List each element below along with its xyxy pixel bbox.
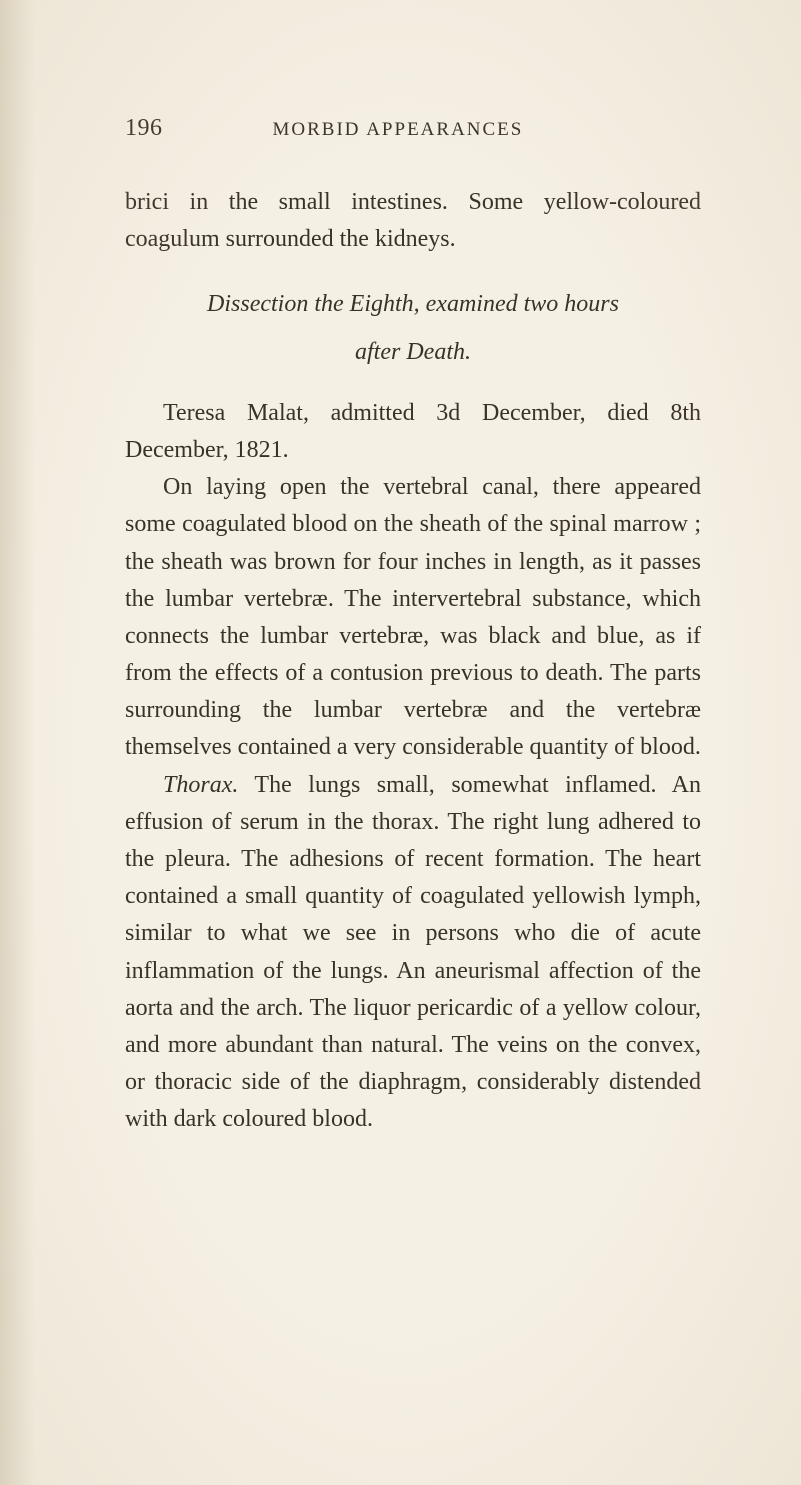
section-title-line1: Dissection the Eighth, examined two hour… <box>125 286 701 323</box>
page-header: 196 MORBID APPEARANCES <box>125 115 701 142</box>
page-content: 196 MORBID APPEARANCES brici in the smal… <box>0 0 801 1219</box>
paragraph-3-body: The lungs small, somewhat inflamed. An e… <box>125 772 701 1133</box>
body-text: brici in the small intestines. Some yell… <box>125 184 701 1139</box>
thorax-label: Thorax. <box>163 772 238 798</box>
paragraph-1: Teresa Malat, admitted 3d December, died… <box>125 395 701 469</box>
running-title: MORBID APPEARANCES <box>273 119 524 141</box>
paragraph-continuation: brici in the small intestines. Some yell… <box>125 184 701 258</box>
section-title-line2: after Death. <box>125 334 701 371</box>
paragraph-2: On laying open the vertebral canal, ther… <box>125 469 701 767</box>
page-number: 196 <box>125 115 163 142</box>
paragraph-3: Thorax. The lungs small, somewhat inflam… <box>125 767 701 1139</box>
